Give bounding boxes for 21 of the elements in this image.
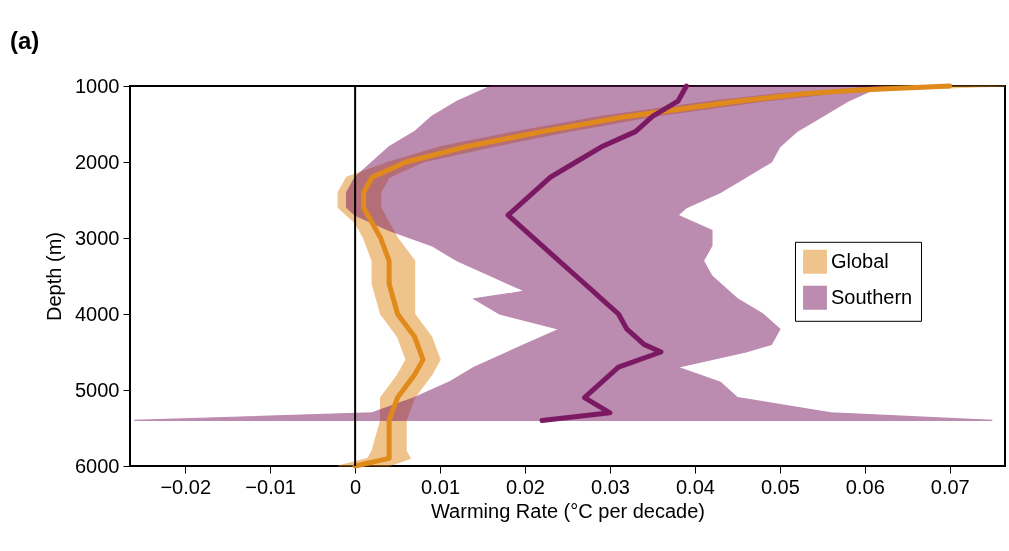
x-tick-label: 0.05	[760, 475, 800, 498]
x-tick-label: −0.02	[160, 475, 212, 498]
y-tick-label: 3000	[75, 226, 120, 249]
x-tick-label: 0.02	[506, 475, 545, 498]
y-tick-label: 1000	[75, 74, 120, 97]
x-tick-label: 0.07	[930, 475, 970, 498]
x-tick-label: 0.01	[421, 475, 461, 498]
x-tick-label: 0.04	[675, 475, 715, 498]
chart-title: (a)	[10, 27, 40, 54]
y-tick-label: 6000	[75, 454, 120, 477]
x-axis-title: Warming Rate (°C per decade)	[430, 499, 706, 522]
x-tick-label: 0.03	[591, 475, 630, 498]
y-tick-label: 5000	[75, 378, 120, 401]
x-tick-label: −0.01	[245, 475, 296, 498]
y-tick-label: 2000	[75, 150, 120, 173]
x-tick-label: 0	[350, 475, 362, 498]
legend-label: Global	[831, 249, 889, 272]
y-axis-title: Depth (m)	[43, 232, 66, 321]
y-tick-label: 4000	[75, 302, 120, 325]
x-tick-label: 0.06	[845, 475, 885, 498]
legend-label: Southern	[831, 285, 913, 308]
